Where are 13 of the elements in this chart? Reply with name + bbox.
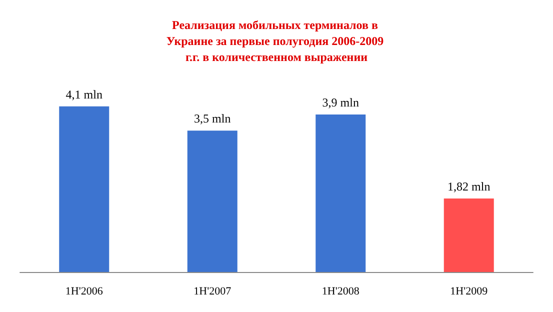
data-label: 3,9 mln [322, 95, 359, 110]
x-tick-label: 1H'2007 [194, 286, 232, 298]
data-label: 1,82 mln [448, 179, 490, 194]
bar [316, 114, 366, 272]
chart-title: Реализация мобильных терминалов в Украине за первые полугодия 2006-2009 г.г. в количественном выражении [166, 18, 387, 64]
data-label: 3,5 mln [194, 112, 231, 126]
bar [187, 130, 238, 272]
x-tick-label: 1H'2006 [65, 286, 104, 298]
x-tick-label: 1H'2009 [450, 286, 488, 298]
bar [444, 198, 494, 272]
bar [59, 106, 110, 272]
x-tick-label: 1H'2008 [322, 286, 360, 298]
data-label: 4,1 mln [66, 87, 102, 102]
